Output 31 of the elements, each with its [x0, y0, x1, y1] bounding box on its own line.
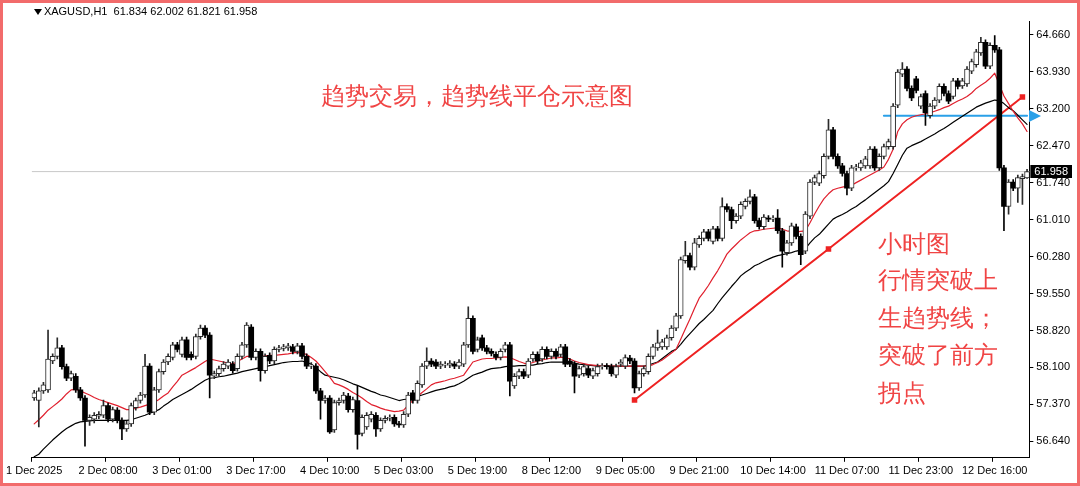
x-tick-label: 11 Dec 07:00: [814, 464, 880, 477]
y-tick-label: 62.470: [1036, 138, 1071, 151]
y-tick-label: 58.820: [1036, 323, 1071, 336]
x-tick-label: 3 Dec 17:00: [226, 464, 286, 477]
x-tick-label: 3 Dec 01:00: [152, 464, 212, 477]
annotation: 小时图: [877, 230, 950, 259]
x-tick-label: 5 Dec 03:00: [373, 464, 434, 477]
y-tick-label: 59.550: [1036, 286, 1071, 299]
x-tick-label: 10 Dec 14:00: [740, 464, 806, 477]
annotation: 行情突破上生趋势线；突破了前方拐点: [876, 266, 998, 407]
y-tick-label: 61.010: [1036, 212, 1071, 225]
x-tick-label: 9 Dec 21:00: [669, 464, 729, 477]
annotation: 趋势交易，趋势线平仓示意图: [321, 81, 634, 110]
y-tick-label: 63.930: [1036, 64, 1071, 77]
y-tick-label: 61.740: [1036, 175, 1071, 188]
x-tick-label: 9 Dec 05:00: [595, 464, 655, 477]
y-tick-label: 63.200: [1036, 101, 1071, 114]
x-tick-label: 12 Dec 16:00: [962, 464, 1028, 477]
y-tick-label: 60.280: [1036, 249, 1071, 262]
y-tick-label: 57.370: [1036, 397, 1071, 410]
x-tick-label: 8 Dec 12:00: [521, 464, 582, 477]
ref-line-label: 61.958: [1034, 164, 1069, 177]
x-tick-label: 1 Dec 2025: [6, 464, 63, 477]
y-tick-label: 56.640: [1036, 434, 1071, 447]
x-tick-label: 11 Dec 23:00: [888, 464, 954, 477]
x-tick-label: 2 Dec 08:00: [78, 464, 138, 477]
y-tick-label: 58.100: [1036, 360, 1071, 373]
x-tick-label: 4 Dec 10:00: [300, 464, 360, 477]
y-tick-label: 64.660: [1036, 27, 1071, 40]
chart-title: XAGUSD,H1 61.834 62.002 61.821 61.958: [43, 5, 258, 18]
x-tick-label: 5 Dec 19:00: [447, 464, 508, 477]
